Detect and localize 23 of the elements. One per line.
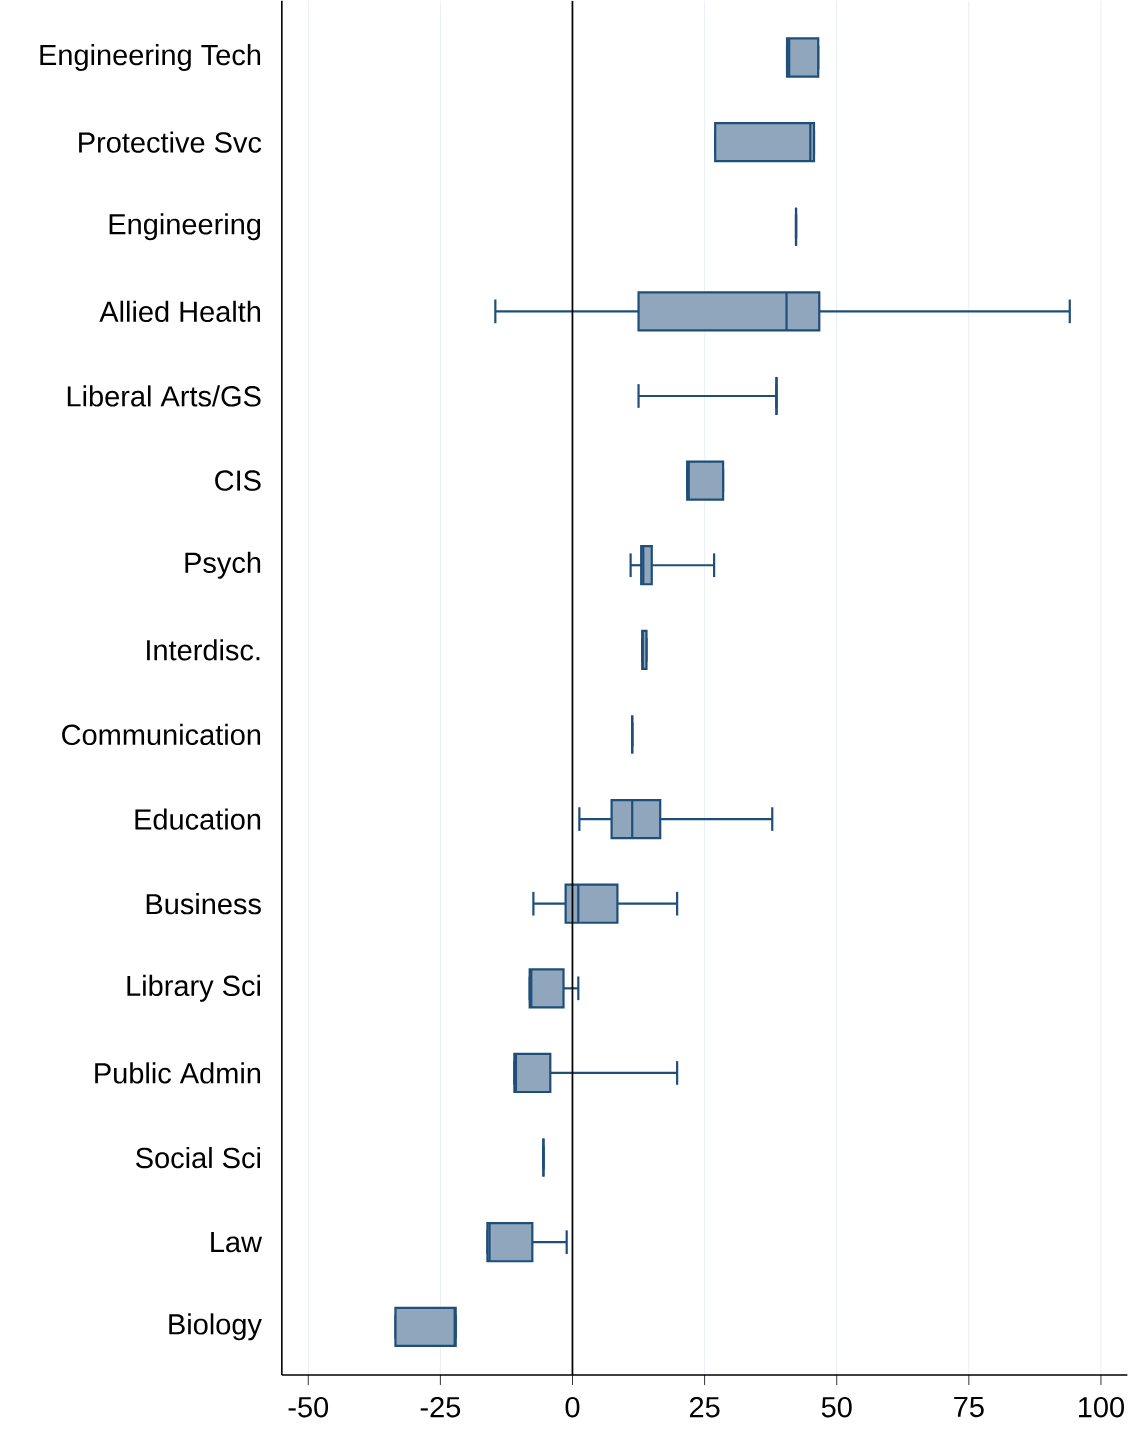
y-tick-label: Education bbox=[135, 808, 260, 830]
y-tick-label: CIS bbox=[214, 470, 261, 491]
x-tick-label: 75 bbox=[954, 1396, 984, 1418]
y-tick-label: Protective Svc bbox=[78, 131, 262, 153]
x-tick-label: -25 bbox=[420, 1396, 460, 1418]
x-tick-label: 0 bbox=[565, 1396, 580, 1418]
y-tick-label: Engineering bbox=[109, 213, 260, 241]
y-tick-label: Law bbox=[211, 1232, 262, 1253]
y-tick-label: Engineering Tech bbox=[40, 43, 260, 72]
y-tick-label: Communication bbox=[61, 723, 260, 746]
x-tick-label: -50 bbox=[288, 1396, 328, 1418]
x-tick-label: 25 bbox=[689, 1396, 720, 1418]
y-tick-label: Business bbox=[146, 893, 261, 915]
y-tick-label: Social Sci bbox=[135, 1146, 260, 1169]
y-tick-label: Allied Health bbox=[99, 300, 260, 322]
y-tick-label: Psych bbox=[185, 551, 260, 579]
x-tick-label: 100 bbox=[1078, 1396, 1124, 1418]
x-tick-label: 50 bbox=[821, 1396, 852, 1418]
y-tick-label: Public Admin bbox=[95, 1062, 260, 1084]
y-tick-label: Library Sci bbox=[127, 974, 260, 1002]
y-tick-label: Biology bbox=[169, 1313, 262, 1341]
y-tick-label: Liberal Arts/GS bbox=[67, 385, 261, 407]
y-tick-label: Interdisc. bbox=[146, 639, 260, 661]
